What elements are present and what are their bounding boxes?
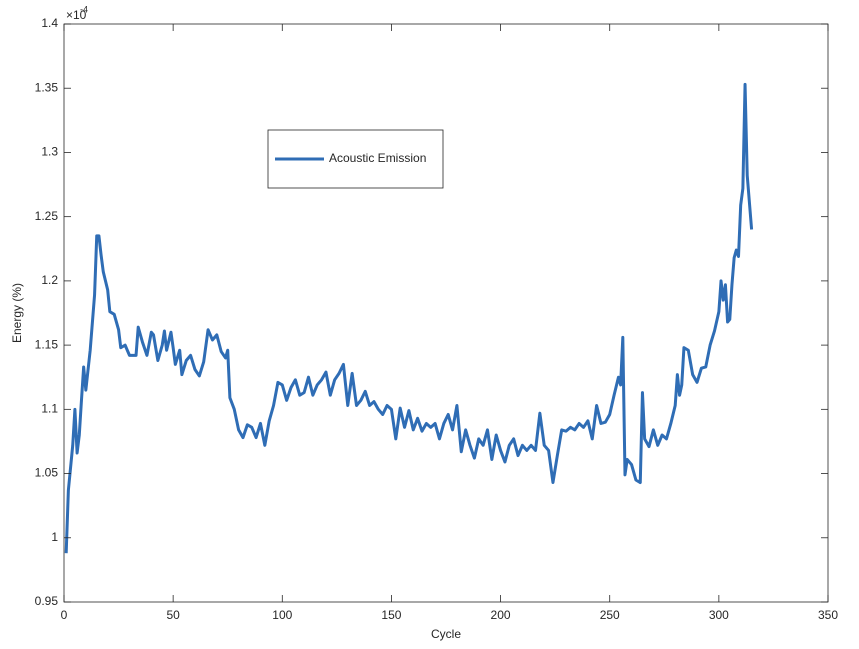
y-tick-label: 1.05 [35, 466, 59, 480]
y-axis-label: Energy (%) [10, 283, 24, 343]
y-tick-label: 1.25 [35, 209, 59, 223]
y-tick-label: 1.2 [41, 273, 58, 287]
y-tick-label: 1.1 [41, 402, 58, 416]
x-tick-label: 250 [600, 608, 620, 622]
y-tick-label: 1.35 [35, 80, 59, 94]
y-multiplier-exponent: -4 [80, 4, 88, 14]
x-tick-label: 350 [818, 608, 838, 622]
x-tick-label: 0 [61, 608, 68, 622]
x-tick-label: 150 [381, 608, 401, 622]
legend: Acoustic Emission [267, 129, 444, 189]
plot-area [64, 82, 754, 554]
x-tick-label: 300 [709, 608, 729, 622]
y-tick-label: 1 [51, 530, 58, 544]
y-tick-label: 1.4 [41, 16, 58, 30]
axes-box [63, 23, 829, 603]
x-tick-label: 200 [491, 608, 511, 622]
legend-label: Acoustic Emission [329, 151, 426, 165]
y-tick-label: 1.15 [35, 337, 59, 351]
y-multiplier: ×10 [66, 8, 87, 22]
data-line [64, 82, 754, 554]
x-tick-label: 100 [272, 608, 292, 622]
y-tick-label: 0.95 [35, 594, 59, 608]
y-tick-label: 1.3 [41, 145, 58, 159]
x-axis-label: Cycle [431, 627, 461, 641]
x-tick-label: 50 [166, 608, 180, 622]
